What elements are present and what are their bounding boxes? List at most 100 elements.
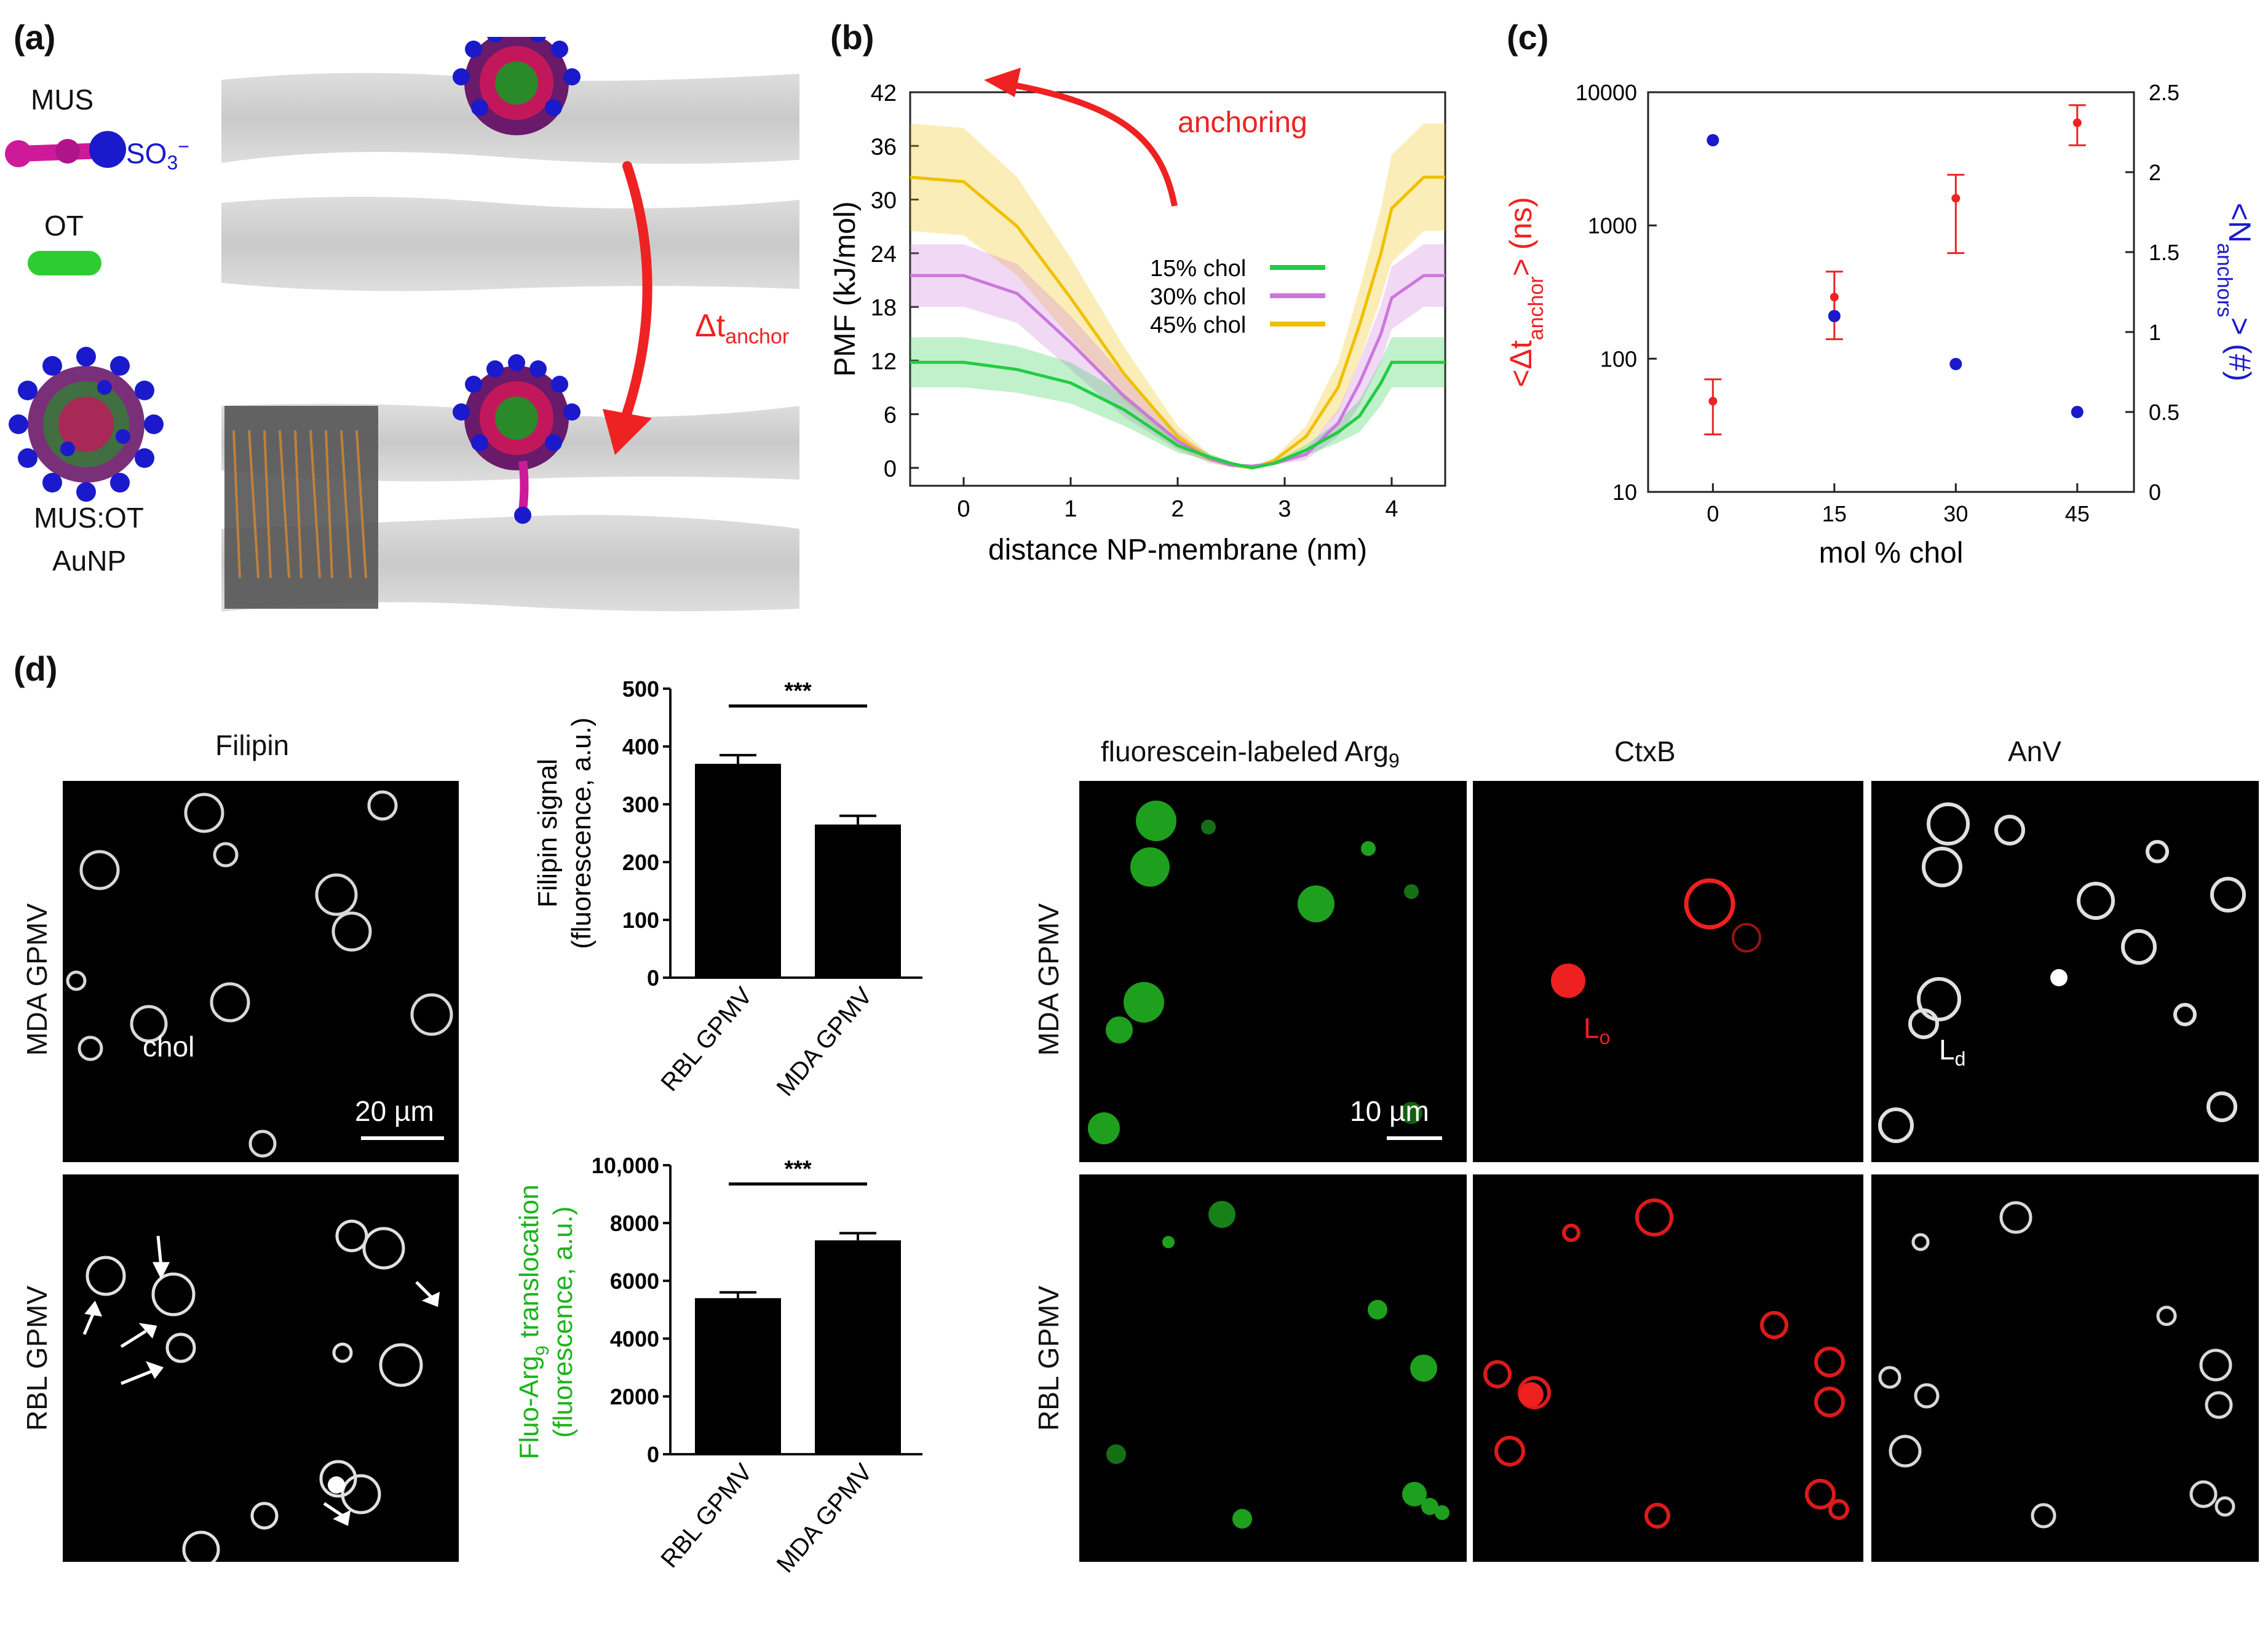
y-left-axis-label: <Δtanchor> (ns) [1504, 197, 1548, 387]
col-header-ctxb: CtxB [1614, 735, 1676, 767]
mus-label: MUS [31, 84, 94, 116]
y-left-tick-label: 1000 [1588, 213, 1637, 239]
legend-label: 30% chol [1150, 284, 1246, 310]
dt-anchor-sub: anchor [725, 325, 790, 349]
row-label-mda-right: MDA GPMV [1033, 903, 1065, 1056]
ld-label-main: L [1939, 1034, 1955, 1066]
anchoring-arrow [1002, 80, 1178, 207]
anchor-time-point [1708, 397, 1718, 406]
y-tick-label: 0 [884, 456, 897, 482]
y-tick-label: 6 [884, 403, 897, 429]
y-axis-label-line2: (fluorescence, a.u.) [548, 1206, 578, 1438]
aunp-icon [9, 347, 164, 502]
significance-stars: *** [784, 1156, 812, 1182]
filipin-mda-image: chol 20 µm [63, 781, 459, 1162]
mus-molecule-icon [5, 131, 126, 168]
lo-label: Lo [1584, 1011, 1610, 1049]
anchor-count-point [2071, 406, 2084, 418]
col-header-arg9-text: fluorescein-labeled Arg [1101, 735, 1389, 767]
y-tick-label: 24 [871, 242, 897, 267]
anchor-time-chart: 10 100 1000 10000 0 0.5 1 1.5 2 2.5 0 15 30 45 mol % c… [1504, 80, 2257, 569]
y-axis-label-line1: Filipin signal [533, 759, 563, 908]
ctxb-rbl-image [1473, 1174, 1863, 1562]
y-right-tick-label: 0.5 [2149, 400, 2179, 425]
filipin-rbl-image [63, 1174, 459, 1562]
col-header-anv: AnV [2008, 735, 2061, 767]
x-tick-label: 4 [1385, 496, 1398, 522]
anchor-count-point [1828, 310, 1841, 322]
panel-d-label: (d) [14, 649, 58, 688]
y-right-tick-label: 1 [2149, 320, 2161, 345]
dt-anchor-label: Δtanchor [695, 307, 789, 349]
so3-text: SO [126, 137, 167, 170]
lo-label-sub: o [1599, 1026, 1611, 1049]
y-tick-label: 30 [871, 188, 897, 214]
so3-sup: − [178, 135, 189, 157]
ot-label: OT [44, 210, 84, 242]
col-header-arg9-sub: 9 [1388, 750, 1400, 772]
so3-sub: 3 [167, 151, 178, 174]
plot-frame [1647, 91, 2135, 493]
y-tick-label: 42 [871, 81, 897, 106]
y-tick-label: 0 [647, 965, 659, 991]
anchor-time-point [1951, 194, 1961, 203]
membrane-simulation-image [221, 37, 799, 612]
y-tick-label: 18 [871, 295, 897, 321]
row-label-mda-left: MDA GPMV [21, 903, 53, 1056]
scale-bar-20-label: 20 µm [355, 1095, 434, 1127]
legend-label: 45% chol [1150, 312, 1246, 338]
panel-b-label: (b) [830, 18, 874, 57]
y-left-tick-label: 100 [1600, 346, 1637, 371]
anchoring-arrow-icon [616, 161, 652, 435]
x-tick-label: RBL GPMV [656, 1459, 758, 1573]
anchor-time-point [1830, 293, 1839, 302]
y-tick-label: 6000 [610, 1269, 659, 1294]
anchoring-arrowhead [984, 68, 1021, 97]
x-tick-label: 1 [1064, 496, 1077, 522]
anchor-count-point [1707, 134, 1719, 146]
y-axis-label-line1: Fluo-Arg9 translocation [514, 1184, 553, 1459]
scale-bar-10-label: 10 µm [1350, 1095, 1429, 1127]
filipin-title: Filipin [215, 729, 290, 761]
col-header-arg9: fluorescein-labeled Arg9 [1101, 735, 1400, 772]
anv-rbl-image [1871, 1174, 2259, 1562]
dt-anchor-main: Δt [695, 308, 726, 344]
anchoring-label: anchoring [1178, 106, 1307, 139]
series-band [910, 337, 1445, 468]
arg9-bar-chart: 0 2000 4000 6000 8000 10,000 RBL GPMV MDA GPMV *… [514, 1153, 922, 1578]
x-tick-label: 2 [1171, 496, 1184, 522]
x-tick-label: MDA GPMV [772, 1459, 878, 1578]
anv-mda-image: Ld [1871, 781, 2259, 1162]
y-left-tick-label: 10000 [1576, 80, 1637, 105]
y-right-tick-label: 2 [2149, 160, 2161, 185]
filipin-bar-chart: 0 100 200 300 400 500 RBL GPMV MDA GPMV *** Filip… [533, 676, 922, 1101]
np-label-line2: AuNP [52, 545, 127, 577]
y-left-tick-label: 10 [1612, 480, 1637, 505]
scale-bar-20 [361, 1136, 444, 1140]
y-axis-label-line2: (fluorescence, a.u.) [566, 718, 597, 949]
series-band [910, 244, 1445, 467]
scale-bar-10 [1387, 1136, 1442, 1140]
x-tick-label: 3 [1278, 496, 1291, 522]
y-tick-label: 400 [622, 734, 659, 759]
y-tick-label: 10,000 [592, 1153, 659, 1178]
y-right-tick-label: 0 [2149, 480, 2161, 505]
row-label-rbl-left: RBL GPMV [21, 1285, 53, 1431]
y-right-tick-label: 1.5 [2149, 240, 2179, 265]
anchor-count-point [1949, 358, 1962, 370]
x-tick-label: 30 [1943, 501, 1968, 526]
x-tick-label: RBL GPMV [656, 982, 758, 1096]
ld-label: Ld [1939, 1033, 1965, 1071]
arg9-mda-image: 10 µm [1079, 781, 1467, 1162]
np-label-line1: MUS:OT [34, 502, 144, 534]
x-tick-label: 45 [2065, 501, 2090, 526]
series-line [910, 274, 1445, 468]
ctxb-mda-image: Lo [1473, 781, 1863, 1162]
bar [695, 1298, 781, 1454]
y-tick-label: 4000 [610, 1326, 659, 1352]
arg9-rbl-image [1079, 1174, 1467, 1562]
panel-a-label: (a) [14, 18, 56, 57]
panel-c-label: (c) [1507, 18, 1549, 57]
x-axis-label: mol % chol [1819, 537, 1964, 569]
